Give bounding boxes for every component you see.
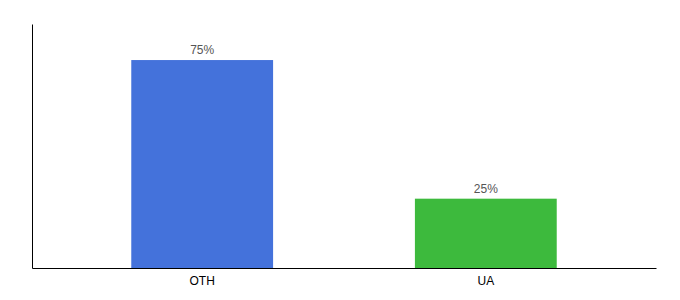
bar xyxy=(131,60,273,268)
bars xyxy=(131,60,556,268)
data-label: 25% xyxy=(474,182,498,196)
plot: OTH UA 75% 25% xyxy=(33,25,657,288)
x-axis: OTH UA xyxy=(33,269,657,288)
data-labels: 75% 25% xyxy=(190,43,498,196)
x-tick-label: OTH xyxy=(190,274,215,288)
chart-svg: OTH UA 75% 25% xyxy=(0,0,680,300)
x-axis-line xyxy=(33,268,657,269)
y-axis-line xyxy=(32,25,33,269)
x-tick: OTH xyxy=(190,274,215,288)
x-tick: UA xyxy=(477,274,494,288)
chart-container: OTH UA 75% 25% xyxy=(0,0,680,300)
y-axis xyxy=(32,25,33,269)
data-label: 75% xyxy=(190,43,214,57)
bar xyxy=(415,199,557,268)
x-tick-label: UA xyxy=(477,274,494,288)
